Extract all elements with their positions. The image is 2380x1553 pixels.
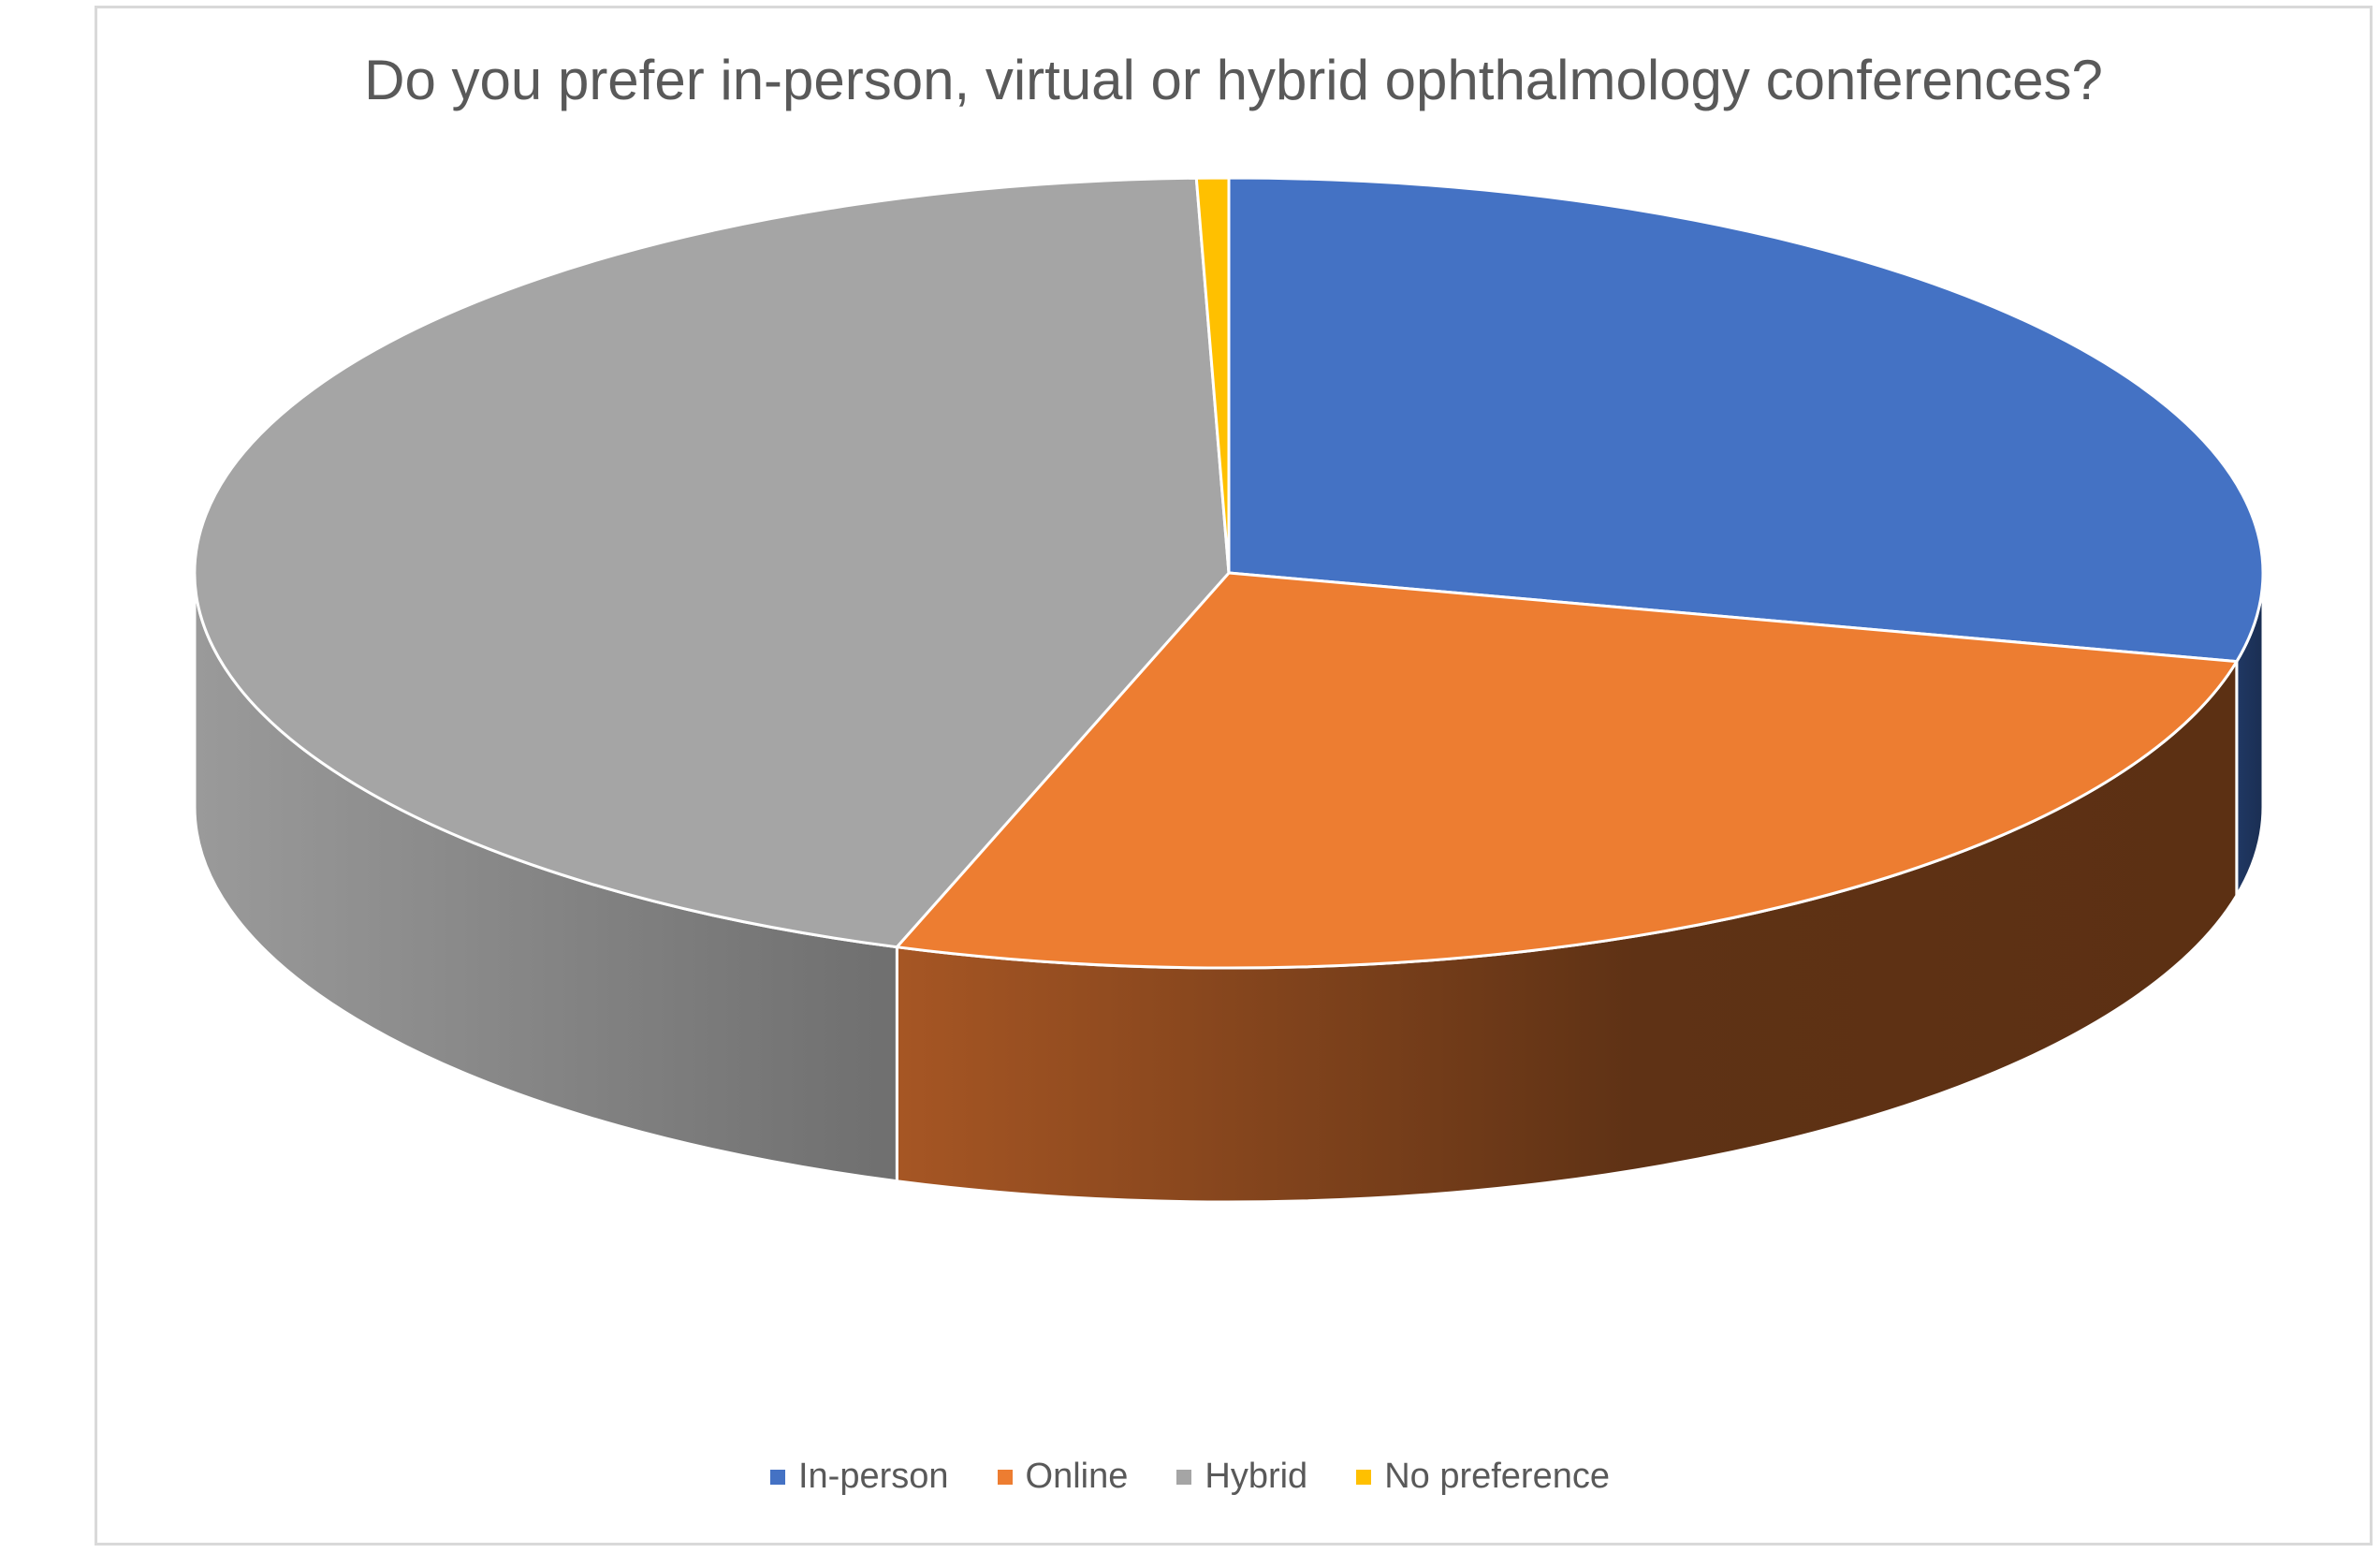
pie-slice-no-preference bbox=[1194, 176, 1231, 575]
pie-slice-online bbox=[895, 571, 2239, 970]
legend: In-person Online Hybrid No preference bbox=[0, 1457, 2380, 1497]
legend-item-hybrid: Hybrid bbox=[1176, 1457, 1307, 1497]
legend-label-in-person: In-person bbox=[797, 1457, 949, 1496]
pie-slice-in-person bbox=[1227, 176, 2265, 664]
legend-item-online: Online bbox=[997, 1457, 1129, 1497]
legend-label-hybrid: Hybrid bbox=[1205, 1457, 1308, 1496]
pie-slice-hybrid bbox=[193, 176, 1231, 949]
legend-label-online: Online bbox=[1025, 1457, 1129, 1496]
legend-swatch-online bbox=[997, 1469, 1013, 1485]
legend-item-no-preference: No preference bbox=[1356, 1457, 1610, 1497]
chart-title: Do you prefer in-person, virtual or hybr… bbox=[364, 49, 2103, 111]
legend-label-no-preference: No preference bbox=[1384, 1457, 1610, 1496]
pie-tops bbox=[193, 176, 2265, 970]
legend-item-in-person: In-person bbox=[769, 1457, 949, 1497]
legend-swatch-hybrid bbox=[1176, 1469, 1192, 1485]
legend-swatch-in-person bbox=[769, 1469, 785, 1485]
legend-swatch-no-preference bbox=[1356, 1469, 1372, 1485]
